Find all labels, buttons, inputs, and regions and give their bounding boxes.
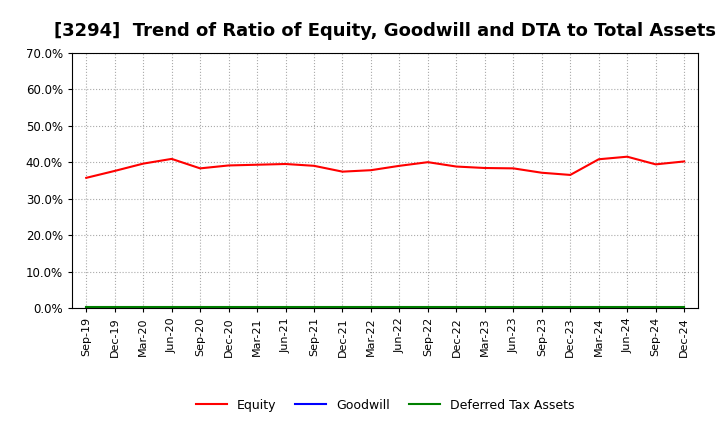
- Equity: [595, 157, 603, 162]
- Deferred Tax Assets: [595, 304, 603, 310]
- Line: Equity: Equity: [86, 157, 684, 178]
- Goodwill: [537, 305, 546, 310]
- Equity: [623, 154, 631, 159]
- Deferred Tax Assets: [196, 304, 204, 310]
- Goodwill: [282, 305, 290, 310]
- Equity: [480, 165, 489, 171]
- Equity: [509, 166, 518, 171]
- Goodwill: [566, 305, 575, 310]
- Deferred Tax Assets: [225, 304, 233, 310]
- Equity: [423, 160, 432, 165]
- Equity: [566, 172, 575, 178]
- Deferred Tax Assets: [509, 304, 518, 310]
- Deferred Tax Assets: [167, 304, 176, 310]
- Deferred Tax Assets: [110, 304, 119, 310]
- Deferred Tax Assets: [680, 304, 688, 310]
- Goodwill: [452, 305, 461, 310]
- Equity: [139, 161, 148, 166]
- Goodwill: [480, 305, 489, 310]
- Goodwill: [623, 305, 631, 310]
- Equity: [110, 168, 119, 173]
- Equity: [537, 170, 546, 176]
- Goodwill: [366, 305, 375, 310]
- Goodwill: [110, 305, 119, 310]
- Equity: [253, 162, 261, 167]
- Equity: [225, 163, 233, 168]
- Legend: Equity, Goodwill, Deferred Tax Assets: Equity, Goodwill, Deferred Tax Assets: [191, 394, 580, 417]
- Equity: [680, 159, 688, 164]
- Equity: [652, 162, 660, 167]
- Deferred Tax Assets: [480, 304, 489, 310]
- Deferred Tax Assets: [452, 304, 461, 310]
- Deferred Tax Assets: [623, 304, 631, 310]
- Deferred Tax Assets: [652, 304, 660, 310]
- Deferred Tax Assets: [423, 304, 432, 310]
- Deferred Tax Assets: [395, 304, 404, 310]
- Equity: [452, 164, 461, 169]
- Goodwill: [82, 305, 91, 310]
- Goodwill: [139, 305, 148, 310]
- Equity: [395, 163, 404, 169]
- Goodwill: [253, 305, 261, 310]
- Equity: [82, 175, 91, 180]
- Equity: [196, 166, 204, 171]
- Deferred Tax Assets: [282, 304, 290, 310]
- Equity: [310, 163, 318, 169]
- Deferred Tax Assets: [566, 304, 575, 310]
- Deferred Tax Assets: [253, 304, 261, 310]
- Goodwill: [225, 305, 233, 310]
- Equity: [167, 156, 176, 161]
- Deferred Tax Assets: [366, 304, 375, 310]
- Deferred Tax Assets: [338, 304, 347, 310]
- Equity: [338, 169, 347, 174]
- Deferred Tax Assets: [82, 304, 91, 310]
- Equity: [282, 161, 290, 167]
- Goodwill: [338, 305, 347, 310]
- Goodwill: [595, 305, 603, 310]
- Deferred Tax Assets: [537, 304, 546, 310]
- Goodwill: [509, 305, 518, 310]
- Goodwill: [423, 305, 432, 310]
- Equity: [366, 168, 375, 173]
- Goodwill: [395, 305, 404, 310]
- Goodwill: [680, 305, 688, 310]
- Deferred Tax Assets: [310, 304, 318, 310]
- Goodwill: [196, 305, 204, 310]
- Goodwill: [167, 305, 176, 310]
- Title: [3294]  Trend of Ratio of Equity, Goodwill and DTA to Total Assets: [3294] Trend of Ratio of Equity, Goodwil…: [54, 22, 716, 40]
- Goodwill: [310, 305, 318, 310]
- Deferred Tax Assets: [139, 304, 148, 310]
- Goodwill: [652, 305, 660, 310]
